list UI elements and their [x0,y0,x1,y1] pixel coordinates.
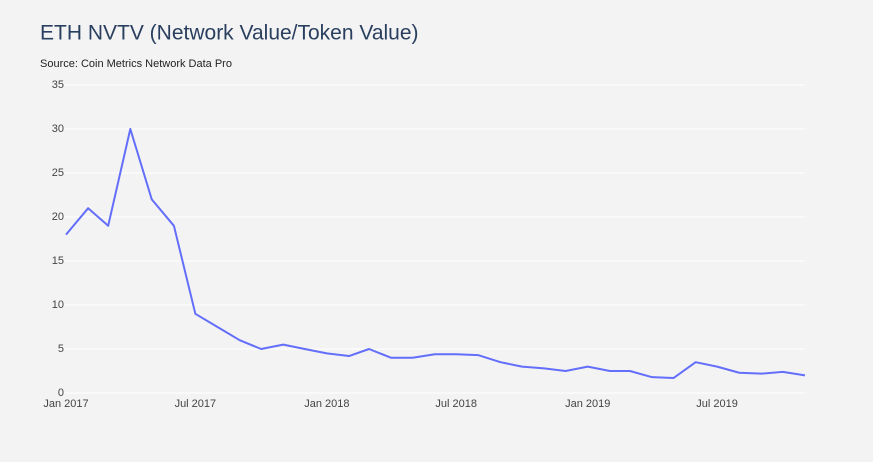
y-tick-label: 35 [52,79,64,91]
y-tick-label: 30 [52,123,64,135]
y-tick-label: 20 [52,211,64,223]
y-tick-label: 25 [52,167,64,179]
chart-title: ETH NVTV (Network Value/Token Value) [40,22,419,45]
y-tick-label: 10 [52,299,64,311]
x-tick-label: Jan 2017 [43,398,88,410]
x-tick-label: Jan 2019 [565,398,610,410]
y-tick-label: 0 [58,387,64,399]
y-tick-label: 5 [58,343,64,355]
y-tick-label: 15 [52,255,64,267]
x-tick-label: Jan 2018 [304,398,349,410]
x-tick-label: Jul 2019 [696,398,738,410]
data-line [65,128,806,380]
x-tick-label: Jul 2018 [435,398,477,410]
chart-subtitle: Source: Coin Metrics Network Data Pro [40,58,232,70]
x-tick-label: Jul 2017 [175,398,217,410]
